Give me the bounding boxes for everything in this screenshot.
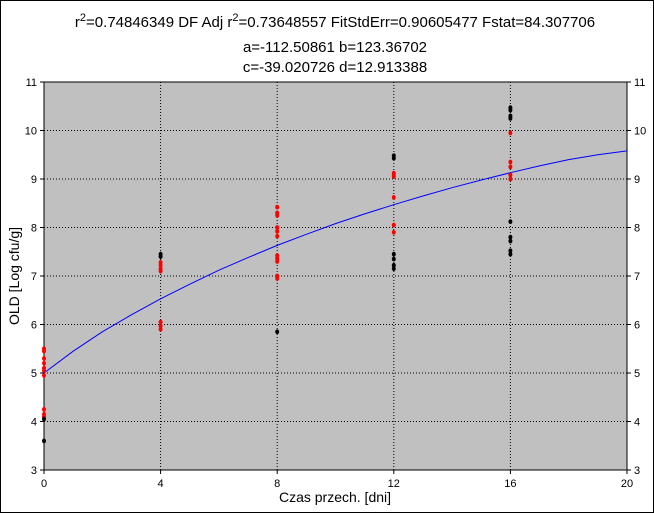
data-point-black xyxy=(158,254,163,259)
data-point-black xyxy=(275,329,280,335)
data-point-black xyxy=(508,234,513,240)
data-point-red xyxy=(42,348,46,354)
data-point-red xyxy=(275,259,280,264)
y-axis-ticks-right: 3 4 5 6 7 8 9 10 11 xyxy=(627,77,646,477)
x-tick-label: 12 xyxy=(388,478,400,490)
y-tick-label-left: 8 xyxy=(31,223,37,235)
title-line3: c=-39.020726 d=12.913388 xyxy=(243,59,427,76)
data-point-red xyxy=(275,233,280,239)
x-tick-label: 20 xyxy=(621,478,633,490)
y-tick-label-left: 9 xyxy=(31,174,37,186)
y-tick-label-right: 3 xyxy=(634,465,640,477)
y-tick-label-right: 10 xyxy=(634,126,646,138)
title-segment: a=-112.50861 b=123.36702 xyxy=(243,39,427,56)
data-point-red xyxy=(158,262,163,268)
y-tick-label-left: 5 xyxy=(31,368,37,380)
y-tick-label-right: 7 xyxy=(634,271,640,283)
data-point-red xyxy=(275,204,280,210)
data-point-red xyxy=(158,319,163,325)
data-point-red xyxy=(42,356,46,361)
data-point-red xyxy=(508,159,513,165)
data-point-red xyxy=(42,360,46,366)
fit-curve-group xyxy=(43,150,628,374)
data-point-red xyxy=(508,172,513,178)
x-tick-label: 8 xyxy=(274,478,280,490)
data-point-black xyxy=(508,251,513,257)
grid-lines xyxy=(44,82,627,470)
x-tick-label: 0 xyxy=(41,478,47,490)
data-point-red xyxy=(391,174,396,179)
title-segment: r xyxy=(75,14,80,31)
title-segment: =0.74846349 DF Adj r xyxy=(86,14,232,31)
title-line1: r2=0.74846349 DF Adj r2=0.73648557 FitSt… xyxy=(75,12,595,31)
y-tick-label-left: 10 xyxy=(25,126,37,138)
data-point-black xyxy=(508,248,513,254)
title-segment: =0.73648557 FitStdErr=0.90605477 Fstat=8… xyxy=(239,14,596,31)
data-point-black xyxy=(42,416,46,422)
x-tick-label: 4 xyxy=(158,478,164,490)
x-axis-title: Czas przech. [dni] xyxy=(279,489,391,505)
data-point-red xyxy=(275,228,280,234)
x-tick-label: 16 xyxy=(504,478,516,490)
data-point-red xyxy=(275,276,280,281)
data-point-black xyxy=(508,115,513,121)
data-point-red xyxy=(391,195,396,200)
y-tick-label-left: 7 xyxy=(31,271,37,283)
data-point-red xyxy=(42,373,46,378)
data-point-red xyxy=(508,176,513,182)
data-point-black xyxy=(508,107,513,113)
y-tick-label-left: 6 xyxy=(31,320,37,332)
data-point-red xyxy=(158,323,163,329)
data-point-black xyxy=(42,438,46,444)
data-point-black xyxy=(508,238,513,244)
data-point-red xyxy=(391,229,396,235)
data-point-red xyxy=(42,406,46,412)
y-tick-label-right: 6 xyxy=(634,320,640,332)
y-tick-label-right: 5 xyxy=(634,368,640,380)
data-point-black xyxy=(391,256,396,262)
title-segment: c=-39.020726 d=12.913388 xyxy=(243,59,427,76)
data-points xyxy=(42,105,513,444)
data-point-black xyxy=(391,155,396,161)
data-point-red xyxy=(42,368,46,373)
y-tick-label-right: 4 xyxy=(634,417,640,429)
y-tick-label-right: 8 xyxy=(634,223,640,235)
chart-title: r2=0.74846349 DF Adj r2=0.73648557 FitSt… xyxy=(75,12,595,76)
data-point-black xyxy=(391,262,396,268)
y-axis-ticks-left: 3 4 5 6 7 8 9 10 11 xyxy=(25,77,44,477)
y-tick-label-right: 9 xyxy=(634,174,640,186)
title-superscript: 2 xyxy=(232,12,238,24)
data-point-red xyxy=(508,130,513,136)
y-axis-title: OLD [Log cfu/g] xyxy=(6,227,22,325)
y-tick-label-left: 4 xyxy=(31,417,37,429)
data-point-red xyxy=(158,268,163,274)
title-superscript: 2 xyxy=(80,12,86,24)
data-point-red xyxy=(508,164,513,170)
y-tick-label-left: 11 xyxy=(26,77,37,89)
data-point-red xyxy=(275,212,280,218)
y-tick-label-right: 11 xyxy=(634,77,645,89)
x-axis-ticks: 0 4 8 12 16 20 xyxy=(41,470,633,490)
data-point-black xyxy=(391,251,396,257)
data-point-red xyxy=(158,326,163,332)
data-point-black xyxy=(508,219,513,225)
data-point-red xyxy=(391,222,396,228)
fit-curve xyxy=(43,150,628,374)
data-point-black xyxy=(391,266,396,272)
data-point-red xyxy=(275,225,280,230)
title-line2: a=-112.50861 b=123.36702 xyxy=(243,39,427,56)
y-tick-label-left: 3 xyxy=(31,465,37,477)
